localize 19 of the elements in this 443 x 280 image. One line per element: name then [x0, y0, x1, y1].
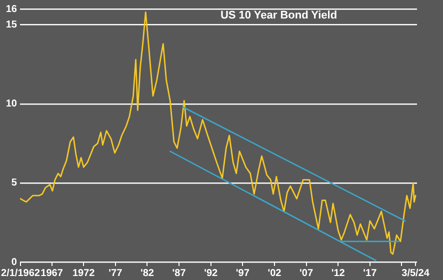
- x-tick-label: 1967: [40, 268, 64, 279]
- x-tick-label: '92: [204, 268, 218, 279]
- x-tick-label: 1972: [72, 268, 96, 279]
- x-tick-label: '87: [172, 268, 186, 279]
- chart-title: US 10 Year Bond Yield: [220, 9, 338, 22]
- y-tick-label: 16: [6, 4, 18, 15]
- x-tick-label: '82: [140, 268, 154, 279]
- x-tick-label: '12: [331, 268, 346, 279]
- y-tick-label: 0: [11, 256, 18, 268]
- y-tick-label: 15: [6, 20, 18, 31]
- x-tick-label: '77: [108, 268, 123, 279]
- x-tick-label: '97: [236, 268, 250, 279]
- x-tick-label: '02: [268, 268, 282, 279]
- x-tick-label: 2/1/1962: [1, 268, 40, 279]
- y-tick-label: 5: [11, 178, 18, 189]
- x-tick-label: '17: [363, 268, 378, 279]
- x-tick-label: 3/5/24: [402, 268, 430, 279]
- x-tick-label: '07: [300, 268, 314, 279]
- y-tick-label: 10: [6, 98, 18, 110]
